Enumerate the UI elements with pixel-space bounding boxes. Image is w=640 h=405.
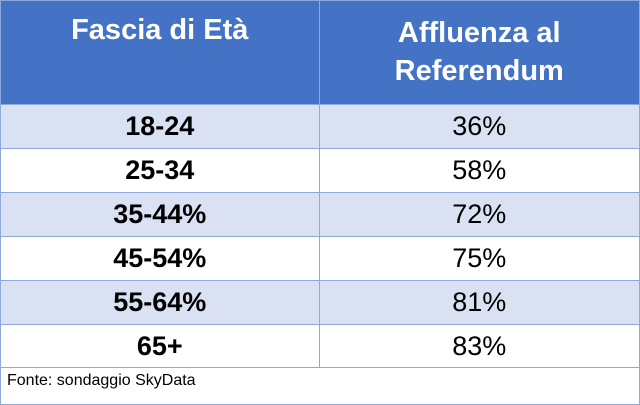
source-note: Fonte: sondaggio SkyData [1, 367, 639, 404]
table-row: 35-44% 72% [1, 191, 639, 236]
turnout-cell: 58% [319, 147, 639, 192]
table-row: 25-34 58% [1, 147, 639, 192]
table-row: 65+ 83% [1, 323, 639, 368]
age-group-cell: 55-64% [1, 279, 320, 324]
turnout-table: Fascia di Età Affluenza al Referendum 18… [1, 1, 639, 368]
column-header-turnout: Affluenza al Referendum [319, 1, 639, 104]
age-group-cell: 18-24 [1, 103, 320, 148]
turnout-cell: 83% [319, 323, 639, 368]
table-row: 55-64% 81% [1, 279, 639, 324]
table-row: 18-24 36% [1, 103, 639, 148]
turnout-cell: 72% [319, 191, 639, 236]
age-group-cell: 35-44% [1, 191, 320, 236]
table-row: 45-54% 75% [1, 235, 639, 280]
age-group-cell: 65+ [1, 323, 320, 368]
table-body: 18-24 36% 25-34 58% 35-44% 72% 45-54% 75% 55-64%… [1, 103, 639, 368]
turnout-cell: 81% [319, 279, 639, 324]
column-header-age-group: Fascia di Età [1, 1, 320, 104]
turnout-cell: 36% [319, 103, 639, 148]
age-group-cell: 45-54% [1, 235, 320, 280]
table-header-row: Fascia di Età Affluenza al Referendum [1, 1, 639, 104]
turnout-cell: 75% [319, 235, 639, 280]
age-group-cell: 25-34 [1, 147, 320, 192]
